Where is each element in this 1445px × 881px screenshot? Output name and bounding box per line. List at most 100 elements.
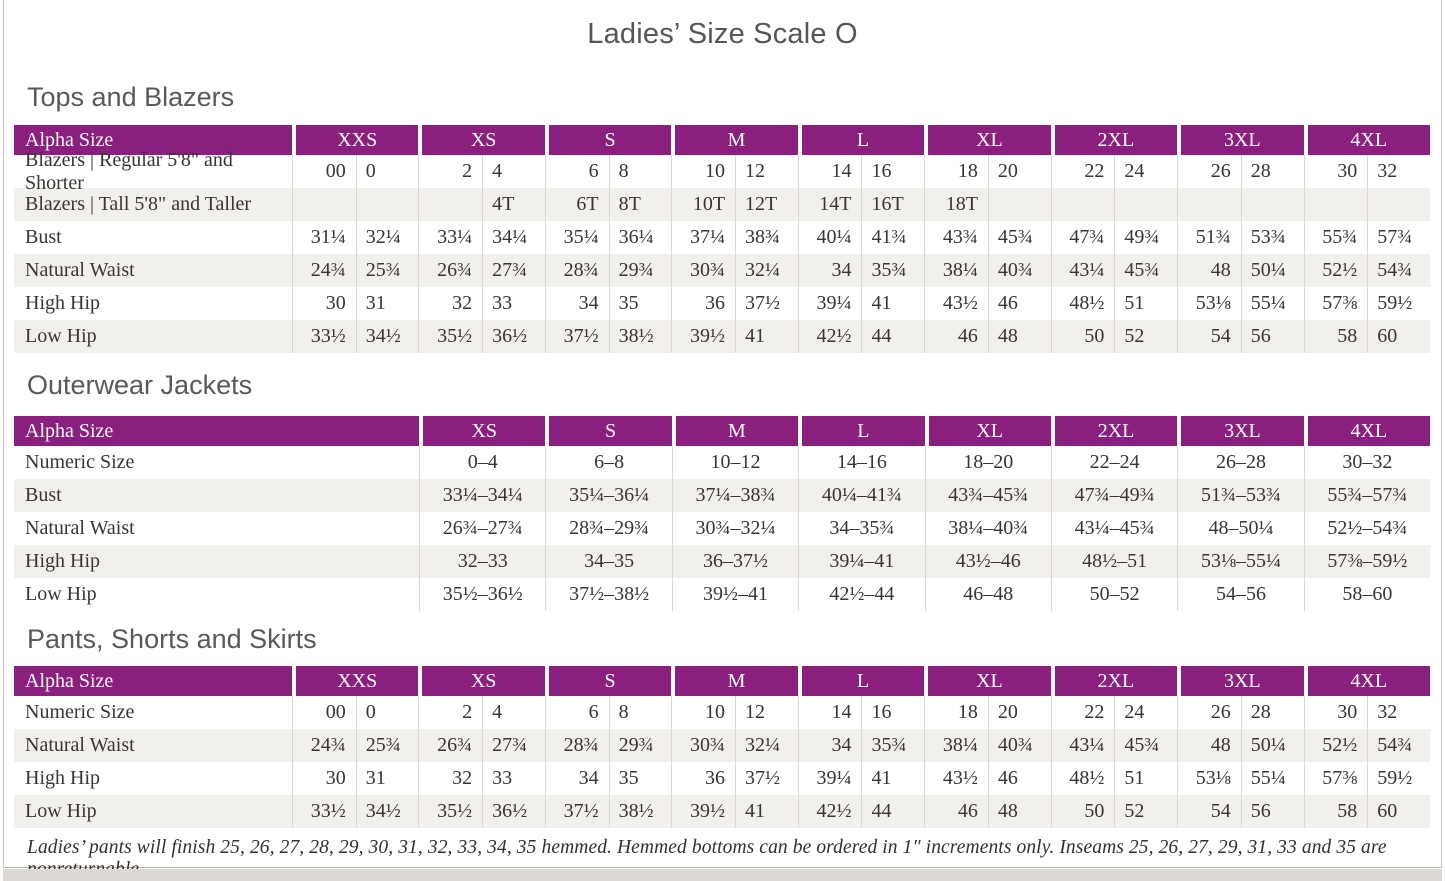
size-cell-range: 53⅛–55¼ [1177, 545, 1303, 578]
size-value: 50 [1084, 325, 1105, 347]
table-header-row: Alpha Size XS S M L XL 2XL 3XL 4XL [14, 416, 1430, 446]
column-header-m: M [671, 666, 798, 696]
size-cell-pair: 18 20 [924, 155, 1050, 188]
size-value: 48 [1210, 734, 1231, 756]
row-label: Blazers | Tall 5'8" and Taller [25, 193, 252, 215]
row-label: Bust [25, 226, 62, 248]
size-value [1052, 188, 1115, 221]
column-header-4xl: 4XL [1303, 416, 1430, 446]
size-cell-range: 0–4 [419, 446, 545, 479]
column-header-alpha-size: Alpha Size [14, 416, 419, 446]
size-cell-range: 6–8 [545, 446, 671, 479]
size-value: 20 [987, 696, 1051, 729]
size-cell-pair: 54 56 [1177, 795, 1303, 828]
size-value: 34¼ [482, 221, 545, 254]
size-cell-pair: 48½ 51 [1050, 762, 1177, 795]
size-value: 2 [462, 701, 473, 723]
size-cell-pair: 30 31 [292, 762, 418, 795]
size-value: 52 [1114, 320, 1177, 353]
size-cell-range: 47¾–49¾ [1050, 479, 1177, 512]
size-cell-pair: 36 37½ [671, 287, 797, 320]
size-value: 54¾ [1367, 729, 1430, 762]
size-value: 29¾ [608, 254, 672, 287]
column-header-xl: XL [924, 416, 1051, 446]
size-value: 43¼ [1069, 259, 1105, 281]
size-table: Alpha Size XS S M L XL 2XL 3XL 4XL Numeric Size 0–… [14, 416, 1430, 611]
size-cell-range: 37½–38½ [545, 578, 671, 611]
size-value [293, 188, 356, 221]
size-cell-range: 43¾–45¾ [924, 479, 1051, 512]
size-value: 36½ [482, 320, 545, 353]
size-cell-range: 26–28 [1177, 446, 1303, 479]
size-value: 50¼ [1240, 254, 1304, 287]
size-cell-pair: 43¼ 45¾ [1050, 729, 1177, 762]
size-cell-pair: 47¾ 49¾ [1050, 221, 1177, 254]
document-page: Ladies’ Size Scale O Tops and Blazers Alp… [3, 0, 1442, 880]
size-cell-pair: 10 12 [671, 696, 797, 729]
page-title: Ladies’ Size Scale O [587, 18, 858, 50]
table-row: Natural Waist 24¾ 25¾ 26¾ 27¾ 28¾ 29¾ 30¾ 32¼ 34 3… [14, 729, 1430, 762]
size-value: 16T [861, 188, 924, 221]
size-cell-pair: 33½ 34½ [292, 795, 418, 828]
size-value: 10 [705, 160, 726, 182]
size-value: 24 [1114, 155, 1177, 188]
size-value: 55¼ [1240, 762, 1304, 795]
size-cell-pair: 50 52 [1050, 795, 1177, 828]
size-value: 31 [355, 762, 419, 795]
size-cell-pair: 37¼ 38¾ [671, 221, 797, 254]
table-row: High Hip 30 31 32 33 34 35 36 37½ 39¼ 41 43½ 46 48½ 51… [14, 287, 1430, 320]
section-tops-and-blazers: Tops and Blazers Alpha Size XXS XS S M L XL 2XL 3… [14, 82, 1431, 353]
size-cell-range: 52½–54¾ [1303, 512, 1430, 545]
size-value: 41 [861, 287, 924, 320]
size-value: 30 [325, 292, 346, 314]
size-cell-range: 40¼–41¾ [798, 479, 924, 512]
size-value: 16 [861, 155, 924, 188]
size-value: 22 [1084, 701, 1105, 723]
size-cell-pair: 34 35¾ [797, 729, 924, 762]
size-value: 31¼ [310, 226, 346, 248]
size-cell-range: 35¼–36¼ [545, 479, 671, 512]
size-value: 45¾ [987, 221, 1051, 254]
size-cell-pair: 26 28 [1177, 696, 1303, 729]
size-cell-pair: 34 35¾ [797, 254, 924, 287]
size-cell-range: 18–20 [924, 446, 1051, 479]
row-label: High Hip [25, 292, 100, 314]
size-value: 51 [1114, 762, 1177, 795]
size-cell-pair: 14 16 [797, 155, 924, 188]
size-value: 49¾ [1114, 221, 1177, 254]
column-header-4xl: 4XL [1303, 125, 1430, 155]
size-cell-pair: 22 24 [1050, 155, 1177, 188]
size-value: 32¼ [735, 729, 798, 762]
size-value: 29¾ [608, 729, 672, 762]
size-cell-range: 58–60 [1303, 578, 1430, 611]
size-cell-pair: 33¼ 34¼ [418, 221, 544, 254]
size-cell-pair: 48 50¼ [1177, 729, 1303, 762]
size-value: 43¼ [1069, 734, 1105, 756]
size-value: 00 [325, 160, 346, 182]
size-cell-pair: 30 32 [1303, 155, 1430, 188]
size-value: 26 [1210, 160, 1231, 182]
table-row: Numeric Size 00 0 2 4 6 8 10 12 14 16 18 20 22 24 26 28 3… [14, 696, 1430, 729]
size-value: 39¼ [816, 767, 852, 789]
column-header-m: M [671, 416, 799, 446]
size-value: 50¼ [1240, 729, 1304, 762]
row-label: High Hip [25, 550, 100, 572]
size-cell-pair: 34 35 [544, 287, 671, 320]
size-value: 46 [987, 762, 1051, 795]
size-cell-pair: 53⅛ 55¼ [1177, 762, 1303, 795]
size-value: 0 [355, 155, 419, 188]
size-table: Alpha Size XXS XS S M L XL 2XL 3XL 4XL Numeric Siz… [14, 666, 1430, 828]
table-row: Natural Waist 24¾ 25¾ 26¾ 27¾ 28¾ 29¾ 30¾ 32¼ 34 3… [14, 254, 1430, 287]
table-header-row: Alpha Size XXS XS S M L XL 2XL 3XL 4XL [14, 125, 1430, 155]
size-value: 14T [819, 193, 852, 215]
size-value: 38½ [608, 320, 672, 353]
size-cell-pair: 32 33 [418, 287, 544, 320]
size-value: 42½ [816, 325, 852, 347]
section-heading: Outerwear Jackets [27, 370, 253, 400]
size-value: 33 [482, 762, 545, 795]
size-value: 32 [452, 767, 473, 789]
size-value: 30¾ [690, 734, 726, 756]
size-value: 59½ [1367, 287, 1430, 320]
section-pants-shorts-and-skirts: Pants, Shorts and Skirts Alpha Size XXS XS S… [14, 624, 1431, 828]
size-cell-range: 46–48 [924, 578, 1051, 611]
